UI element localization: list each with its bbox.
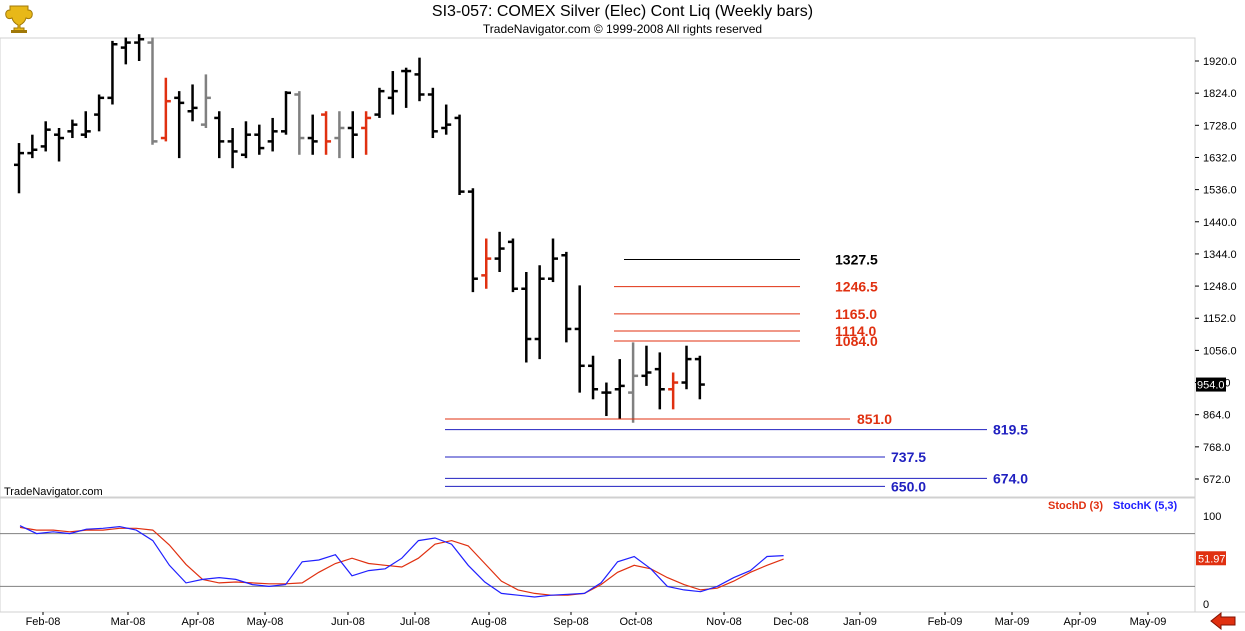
price-level-label: 737.5	[891, 449, 926, 465]
watermark-text: TradeNavigator.com	[4, 486, 103, 498]
price-axis-label: 1728.0	[1203, 120, 1237, 132]
time-axis-label: Jun-08	[331, 616, 365, 628]
price-axis-label: 1344.0	[1203, 249, 1237, 261]
price-plot-area	[0, 37, 1196, 498]
trophy-logo-icon[interactable]	[4, 2, 34, 34]
left-arrow-icon[interactable]	[1209, 612, 1237, 630]
price-axis-label: 1632.0	[1203, 152, 1237, 164]
last-stoch-label: 51.97	[1198, 553, 1226, 565]
legend-stochd: StochD (3)	[1048, 500, 1103, 512]
price-level-label: 650.0	[891, 478, 926, 494]
price-axis-label: 1824.0	[1203, 88, 1237, 100]
price-level-label: 1114.0	[835, 323, 876, 339]
price-level-label: 1084.0	[835, 333, 878, 349]
time-axis-label: May-09	[1130, 616, 1167, 628]
time-axis-label: Nov-08	[706, 616, 741, 628]
price-axis-label: 1248.0	[1203, 281, 1237, 293]
price-axis-label: 864.0	[1203, 410, 1231, 422]
time-axis-label: Apr-08	[181, 616, 214, 628]
price-level-label: 819.5	[993, 422, 1028, 438]
price-axis-label: 1440.0	[1203, 217, 1237, 229]
chart-title: SI3-057: COMEX Silver (Elec) Cont Liq (W…	[431, 3, 814, 20]
price-level-label: 674.0	[993, 470, 1028, 486]
price-axis-label: 1536.0	[1203, 185, 1237, 197]
time-axis-label: Jan-09	[843, 616, 877, 628]
time-axis-label: Feb-08	[26, 616, 61, 628]
stoch-plot-area	[0, 497, 1196, 613]
time-axis-label: Feb-09	[928, 616, 963, 628]
price-level-label: 851.0	[857, 411, 892, 427]
last-price-label: 954.0	[1197, 380, 1225, 392]
time-axis-label: Dec-08	[773, 616, 808, 628]
time-axis-label: Mar-09	[995, 616, 1030, 628]
price-axis-label: 1152.0	[1203, 313, 1236, 325]
stoch-axis-label: 0	[1203, 599, 1209, 611]
price-axis-label: 1920.0	[1203, 56, 1237, 68]
price-level-label: 1165.0	[835, 306, 877, 322]
price-level-label: 1327.5	[835, 251, 878, 267]
legend-stochk: StochK (5,3)	[1113, 500, 1178, 512]
price-axis-label: 768.0	[1203, 442, 1231, 454]
last-price-marker	[1196, 377, 1226, 392]
chart-subtitle: TradeNavigator.com © 1999-2008 All right…	[482, 22, 763, 36]
last-stoch-marker	[1196, 551, 1226, 566]
time-axis-label: Sep-08	[553, 616, 588, 628]
stoch-series-line	[19, 526, 784, 596]
time-axis-label: May-08	[247, 616, 284, 628]
time-axis-label: Oct-08	[619, 616, 652, 628]
time-axis-label: Apr-09	[1063, 616, 1096, 628]
price-axis-label: 1056.0	[1203, 345, 1237, 357]
time-axis-label: Jul-08	[400, 616, 430, 628]
stoch-series-line	[19, 525, 784, 598]
stoch-axis-label: 100	[1203, 511, 1221, 523]
time-axis-label: Mar-08	[111, 616, 146, 628]
price-level-label: 1246.5	[835, 279, 878, 295]
time-axis-label: Aug-08	[471, 616, 506, 628]
price-axis-label: 672.0	[1203, 474, 1231, 486]
